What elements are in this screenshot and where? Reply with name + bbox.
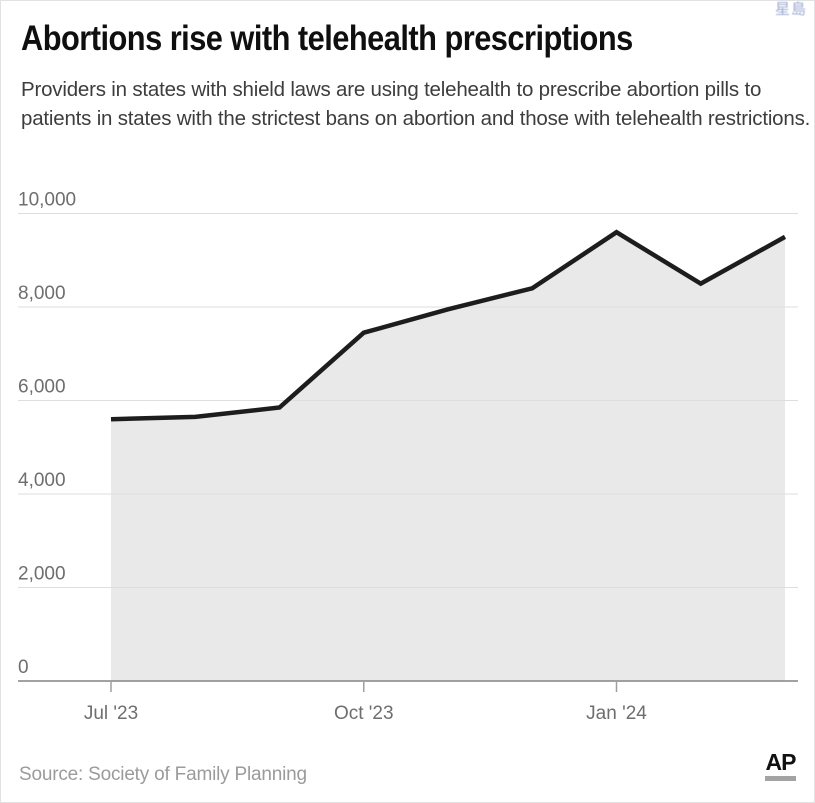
area-fill	[111, 232, 785, 681]
ap-logo: AP	[765, 750, 796, 781]
y-axis-label: 2,000	[18, 564, 66, 585]
sing-tao-watermark: 星島	[774, 1, 807, 18]
chart-title: Abortions rise with telehealth prescript…	[21, 19, 633, 58]
source-credit: Source: Society of Family Planning	[19, 764, 307, 785]
y-axis-label: 6,000	[18, 377, 66, 398]
x-axis-label: Jul '23	[84, 703, 138, 724]
y-axis-label: 4,000	[18, 470, 66, 491]
y-axis-label: 10,000	[18, 190, 76, 211]
chart-subtitle: Providers in states with shield laws are…	[21, 78, 811, 130]
x-axis-label: Jan '24	[586, 703, 647, 724]
ap-logo-text: AP	[765, 749, 797, 775]
y-axis-label: 0	[18, 657, 29, 678]
ap-logo-underline	[765, 776, 796, 781]
y-axis-label: 8,000	[18, 283, 66, 304]
x-axis-label: Oct '23	[334, 703, 394, 724]
data-line	[110, 229, 787, 422]
